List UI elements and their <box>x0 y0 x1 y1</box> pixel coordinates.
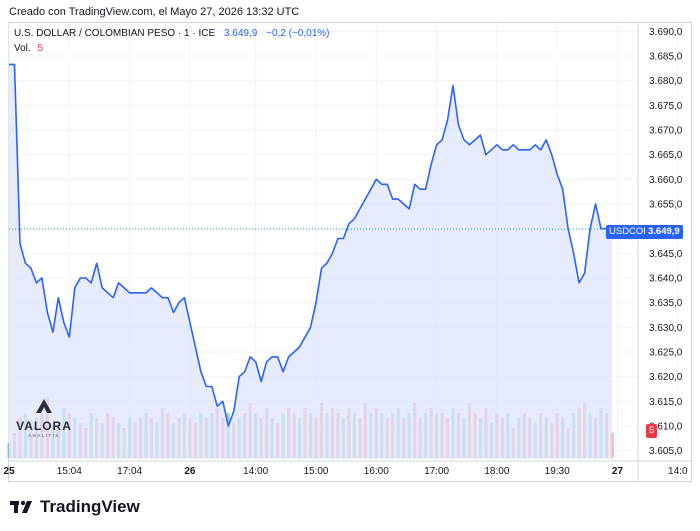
x-tick-label: 16:00 <box>364 466 389 477</box>
volume-tag: 5 <box>646 424 658 438</box>
volume-label: Vol. <box>14 43 31 54</box>
legend-price: 3.649,9 <box>223 28 258 39</box>
y-tick-label: 3.660,0 <box>649 175 683 186</box>
x-tick-label: 14:00 <box>243 466 268 477</box>
created-with-caption: Creado con TradingView.com, el Mayo 27, … <box>9 6 300 18</box>
x-tick-label: 14:0 <box>668 466 688 477</box>
y-tick-label: 3.675,0 <box>649 101 683 112</box>
volume-legend[interactable]: Vol. 5 <box>14 43 43 54</box>
brand-name: TradingView <box>40 497 140 516</box>
x-tick-label: 17:00 <box>424 466 449 477</box>
current-price-tag: 3.649,9 <box>645 225 683 239</box>
x-tick-label: 15:04 <box>57 466 82 477</box>
y-tick-label: 3.655,0 <box>649 200 683 211</box>
watermark-subtitle: ANALITIK <box>27 433 60 438</box>
x-tick-label: 15:00 <box>303 466 328 477</box>
y-tick-label: 3.680,0 <box>649 76 683 87</box>
valora-logo-icon <box>36 399 52 413</box>
chart-legend: U.S. DOLLAR / COLOMBIAN PESO · 1 · ICE 3… <box>14 28 329 39</box>
y-tick-label: 3.620,0 <box>649 372 683 383</box>
y-tick-label: 3.635,0 <box>649 298 683 309</box>
x-tick-label: 27 <box>612 466 624 477</box>
y-tick-label: 3.605,0 <box>649 446 683 457</box>
y-tick-label: 3.615,0 <box>649 397 683 408</box>
price-area-fill <box>9 64 612 460</box>
y-tick-label: 3.610,0 <box>649 421 683 432</box>
watermark-name: VALORA <box>16 419 72 433</box>
y-tick-label: 3.625,0 <box>649 347 683 358</box>
tradingview-logo-icon <box>10 500 32 513</box>
x-tick-label: 18:00 <box>484 466 509 477</box>
price-line <box>9 63 613 427</box>
legend-change: −0,2 (−0,01%) <box>266 28 330 39</box>
y-tick-label: 3.630,0 <box>649 323 683 334</box>
x-tick-label: 17:04 <box>117 466 142 477</box>
valora-watermark: VALORA ANALITIK <box>16 398 72 438</box>
symbol-legend[interactable]: U.S. DOLLAR / COLOMBIAN PESO · 1 · ICE <box>14 28 216 39</box>
symbol-price-tag: USDCOP <box>606 225 653 239</box>
y-tick-label: 3.645,0 <box>649 249 683 260</box>
y-tick-label: 3.665,0 <box>649 150 683 161</box>
tradingview-brand[interactable]: TradingView <box>10 497 140 517</box>
x-tick-label: 19:30 <box>545 466 570 477</box>
x-tick-label: 25 <box>3 466 15 477</box>
x-tick-label: 26 <box>184 466 196 477</box>
y-tick-label: 3.670,0 <box>649 126 683 137</box>
y-tick-label: 3.690,0 <box>649 27 683 38</box>
y-tick-label: 3.685,0 <box>649 52 683 63</box>
y-tick-label: 3.640,0 <box>649 273 683 284</box>
volume-value: 5 <box>37 43 44 54</box>
